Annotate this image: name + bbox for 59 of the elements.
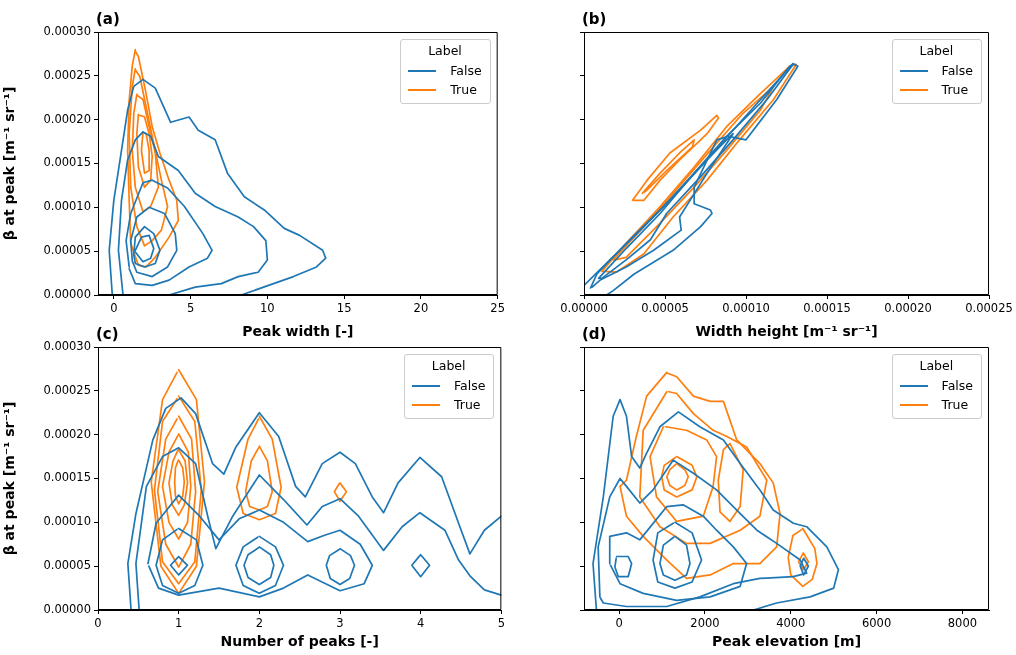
legend-title: Label (918, 358, 955, 373)
x-tick-label: 2 (255, 615, 263, 630)
x-tick-label: 20 (413, 300, 429, 315)
legend-label: False (450, 63, 482, 78)
y-tick-label: 0.00030 (43, 338, 91, 353)
y-tick-label: 0.00025 (43, 382, 91, 397)
legend-title: Label (430, 358, 467, 373)
legend-label: True (941, 82, 969, 97)
y-tick-label: 0.00010 (43, 514, 91, 529)
chart-title: (a) (96, 10, 120, 28)
x-tick-label: 0.00015 (803, 300, 851, 315)
x-tick-label: 0 (110, 300, 118, 315)
y-tick-label: 0.00005 (43, 558, 91, 573)
x-tick-label: 0 (94, 615, 102, 630)
y-tick-label: 0.00030 (43, 23, 91, 38)
x-tick-label: 0.00020 (884, 300, 932, 315)
x-tick-label: 0.00005 (641, 300, 689, 315)
x-tick-label: 4000 (776, 615, 806, 630)
legend-label: True (453, 397, 481, 412)
y-tick-label: 0.00015 (43, 470, 91, 485)
x-axis-title: Peak elevation [m] (711, 633, 862, 650)
x-tick-label: 6000 (861, 615, 892, 630)
x-tick-label: 25 (490, 300, 505, 315)
x-axis-title: Width height [m⁻¹ sr⁻¹] (695, 323, 878, 340)
x-tick-label: 5 (497, 615, 506, 630)
legend-label: False (941, 63, 973, 78)
chart-title: (c) (96, 325, 119, 343)
x-tick-label: 1 (175, 615, 183, 630)
x-tick-label: 0 (615, 615, 623, 630)
x-tick-label: 8000 (947, 615, 978, 630)
x-tick-label: 2000 (690, 615, 720, 630)
y-axis-title: β at peak [m⁻¹ sr⁻¹] (1, 86, 18, 241)
y-tick-label: 0.00020 (43, 111, 91, 126)
y-tick-label: 0.00010 (43, 199, 91, 214)
y-tick-label: 0.00005 (43, 243, 91, 258)
legend-label: True (941, 397, 969, 412)
y-tick-label: 0.00000 (43, 601, 91, 616)
y-tick-label: 0.00015 (43, 155, 91, 170)
x-tick-label: 0.00000 (560, 300, 608, 315)
y-tick-label: 0.00000 (43, 286, 91, 301)
legend-title: Label (918, 43, 955, 58)
x-tick-label: 0.00025 (965, 300, 1013, 315)
y-tick-label: 0.00020 (43, 426, 91, 441)
y-tick-label: 0.00025 (43, 67, 91, 82)
chart-title: (d) (582, 325, 607, 343)
legend-label: False (941, 378, 973, 393)
legend-label: False (453, 378, 486, 393)
x-tick-label: 3 (336, 615, 344, 630)
x-tick-label: 5 (186, 300, 195, 315)
y-axis-title: β at peak [m⁻¹ sr⁻¹] (1, 401, 18, 556)
legend-label: True (450, 82, 477, 97)
x-axis-title: Number of peaks [-] (220, 633, 379, 650)
x-tick-label: 10 (260, 300, 275, 315)
x-tick-label: 15 (336, 300, 352, 315)
chart-title: (b) (582, 10, 607, 28)
legend-title: Label (427, 43, 463, 58)
x-tick-label: 0.00010 (722, 300, 770, 315)
x-tick-label: 4 (417, 615, 425, 630)
x-axis-title: Peak width [-] (242, 323, 354, 340)
